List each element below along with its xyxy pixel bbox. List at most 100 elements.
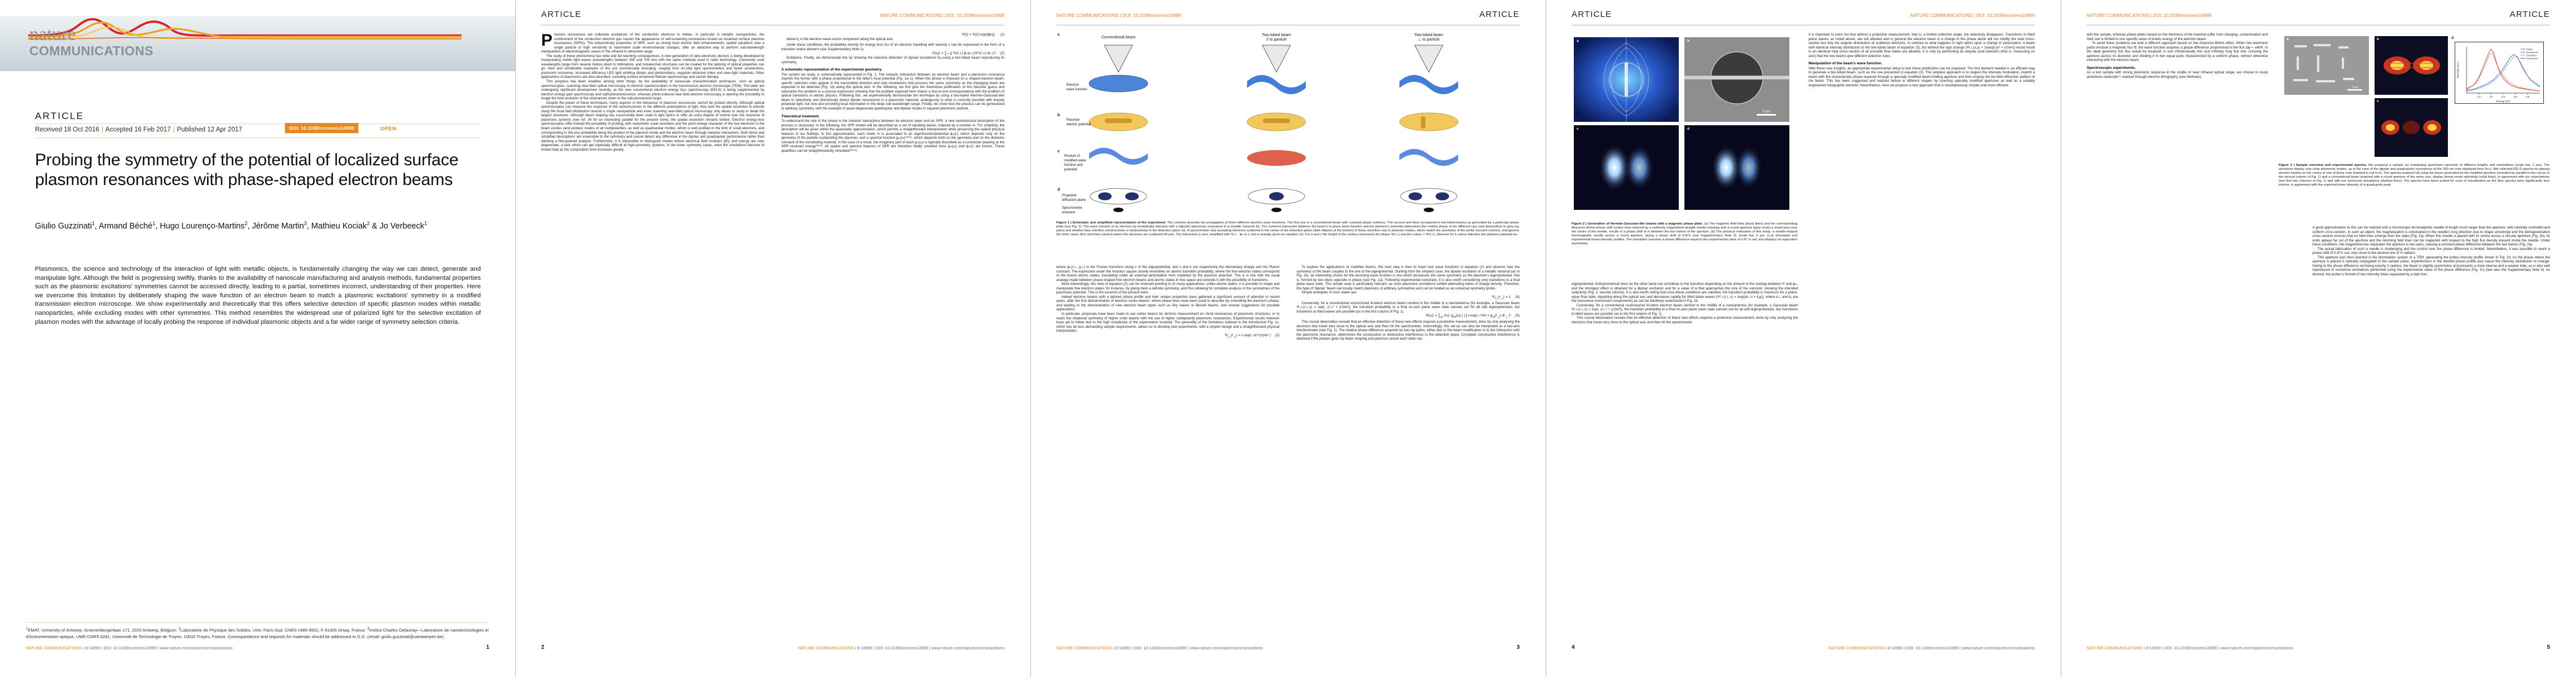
figure-2-panel-d-image (1684, 125, 1789, 210)
svg-text:Plasmon: Plasmon (1067, 118, 1079, 122)
published-date: Published 12 Apr 2017 (177, 126, 243, 133)
figure-1-panel-a: a (1057, 33, 1060, 37)
article-meta-line: Received 18 Oct 2016 | Accepted 16 Feb 201… (35, 123, 481, 138)
svg-text:electric potential: electric potential (1067, 123, 1091, 126)
svg-text:Experiment: Experiment (2526, 57, 2538, 60)
page-4-body-left: eigenpotential. Antisymmetrical ones on … (1572, 282, 1798, 642)
figure-3-caption: Figure 3 | Sample overview and experimen… (2279, 164, 2550, 187)
svg-text:Conventional beam: Conventional beam (1102, 36, 1135, 39)
figure-1-graphic: Conventional beam Two-lobed beam // to p… (1057, 33, 1459, 214)
equation-4: Ψf⊥(r⊥) ∝ 1 (4) (1491, 294, 1520, 301)
section-heading-schematic: A schematic representation of the experi… (781, 68, 883, 72)
spectroscopy-paragraph: As a test sample with strong plasmonic r… (2087, 71, 2268, 79)
svg-text:Product of: Product of (1064, 155, 1080, 158)
body-paragraph: Under these conditions, the probability … (781, 43, 1005, 51)
svg-text:// to particle: // to particle (1266, 38, 1287, 42)
body-paragraph: This aperture was then inserted in the i… (2312, 255, 2550, 277)
body-paragraph: Conversely, for a conventional unstructu… (1572, 303, 1798, 316)
section-heading-manipulation: Manipulation of the beam's wave function… (1809, 61, 1882, 66)
journal-name-nature: nature (29, 24, 76, 45)
footer-citation-4: NATURE COMMUNICATIONS | 8:14999 | DOI: 1… (1828, 645, 2035, 650)
body-paragraph: The study of these phenomena has wide an… (541, 54, 765, 80)
figure-3-id: Figure 3 (2279, 164, 2292, 167)
svg-text:potential: potential (1064, 168, 1077, 172)
body-paragraph: where ϕₘ(r⊥, g⊥) is the Fourier transfor… (1056, 265, 1280, 282)
footer-journal-name-5: NATURE COMMUNICATIONS (2087, 645, 2143, 650)
article-dates: Received 18 Oct 2016 | Accepted 16 Feb 201… (35, 126, 243, 133)
page-footer-1: NATURE COMMUNICATIONS | 8:14999 | DOI: 1… (26, 644, 489, 653)
affiliations: 1EMAT, University of Antwerp, Groenenbor… (26, 622, 489, 640)
author-list: Giulio Guzzinati1, Armand Béché1, Hugo L… (35, 221, 427, 231)
footer-journal-name-3: NATURE COMMUNICATIONS (1056, 645, 1113, 650)
figure-2: a 5 µm b (1572, 32, 1797, 218)
svg-text:Two-lobed beam: Two-lobed beam (1262, 33, 1291, 37)
running-head-article-2: ARTICLE (541, 10, 582, 19)
footer-citation: NATURE COMMUNICATIONS | 8:14999 | DOI: 1… (26, 645, 232, 650)
figure-2-panel-d: d (1687, 127, 1690, 131)
theory-paragraph: To understand the role of the phase in t… (781, 119, 1005, 153)
svg-text:1 µm: 1 µm (2351, 86, 2358, 89)
section-heading-spectroscopy: Spectroscopic experiments. (2087, 65, 2136, 70)
svg-text:Intensity (a.u.): Intensity (a.u.) (2456, 61, 2459, 78)
svg-text:diffraction plane: diffraction plane (1062, 199, 1086, 202)
svg-text:Spectrometer: Spectrometer (1062, 206, 1082, 210)
body-paragraph: limitations. Finally, we demonstrate thi… (781, 55, 1005, 64)
body-paragraph: This crucial observation reveals that an… (1572, 316, 1798, 324)
running-head-2: NATURE COMMUNICATIONS | DOI: 10.1038/nco… (541, 10, 1004, 25)
page-footer-3: NATURE COMMUNICATIONS | 8:14999 | DOI: 1… (1056, 644, 1520, 653)
svg-text:modified wave: modified wave (1064, 159, 1086, 162)
footer-rest-2: | 8:14999 | DOI: 10.1038/ncomms14999 | w… (855, 645, 1004, 650)
svg-text:2.0: 2.0 (2502, 95, 2505, 98)
svg-text:d: d (1057, 188, 1060, 192)
page-number-5: 5 (2547, 644, 2550, 650)
footer-journal-name-4: NATURE COMMUNICATIONS (1828, 645, 1885, 650)
page-divider (515, 0, 516, 677)
running-head-article-3: ARTICLE (1479, 10, 1520, 19)
page-5: NATURE COMMUNICATIONS | DOI: 10.1038/nco… (2061, 0, 2576, 677)
svg-text:function and: function and (1064, 164, 1083, 167)
equation-5-number: (5) (1515, 314, 1520, 318)
page-1: nature COMMUNICATIONS ARTICLE Received 1… (0, 0, 515, 677)
figure-3-panel-b: b (2377, 37, 2380, 41)
figure-3-panel-d: d (2451, 36, 2454, 40)
figure-2-caption: Figure 2 | Generation of Hermite-Gaussia… (1572, 222, 1798, 246)
equation-1-number: (1) (1000, 33, 1004, 37)
svg-text:Dipole: Dipole (2526, 48, 2533, 51)
page-5-body-left: with the sample, whereas phase plates ba… (2087, 33, 2268, 642)
equation-3-number: (3) (1275, 333, 1280, 337)
figure-2-panel-b-image: 5 µm (1684, 37, 1790, 122)
body-paragraph: Conversely, for a conventional unstructu… (1296, 301, 1520, 314)
page-number-3: 3 (1516, 644, 1520, 650)
section-heading-theory: Theoretical treatment. (781, 114, 820, 118)
svg-text:Energy (eV): Energy (eV) (2496, 100, 2511, 103)
svg-text:1.0: 1.0 (2477, 95, 2481, 98)
svg-text:wave function: wave function (1066, 88, 1087, 91)
footer-journal-name-2: NATURE COMMUNICATIONS (798, 645, 854, 650)
figure-3: 1 µm a b (2279, 32, 2549, 161)
journal-name-communications: COMMUNICATIONS (29, 43, 153, 58)
running-head-doi-2: NATURE COMMUNICATIONS | DOI: 10.1038/nco… (880, 12, 1004, 18)
journal-masthead: nature COMMUNICATIONS (0, 16, 515, 71)
running-head-4: NATURE COMMUNICATIONS | DOI: 10.1038/nco… (1572, 10, 2035, 25)
figure-3-panel-b-image (2375, 36, 2448, 95)
body-paragraph: Simple examples of such states are: (1301, 291, 1358, 295)
running-head-doi-5: NATURE COMMUNICATIONS | DOI: 10.1038/nco… (2087, 12, 2211, 18)
svg-text:5 µm: 5 µm (1762, 110, 1770, 113)
svg-text:Quadrupole: Quadrupole (2526, 51, 2539, 54)
svg-text:3.0: 3.0 (2526, 95, 2530, 98)
footer-rest-4: | 8:14999 | DOI: 10.1038/ncomms14999 | w… (1885, 645, 2035, 650)
svg-text:entrance: entrance (1062, 211, 1076, 214)
accepted-date: Accepted 16 Feb 2017 (105, 126, 171, 133)
page-4: NATURE COMMUNICATIONS | DOI: 10.1038/nco… (1546, 0, 2061, 677)
page-number-4: 4 (1572, 644, 1575, 650)
figure-2-panel-a-image (1574, 37, 1679, 122)
body-paragraph: It is important to point out that withou… (1809, 33, 2035, 58)
equation-2-body: P(ω) ∝ ∑ₘ |∫ Ψᵢ(r⊥) ϕₘ(r⊥)Ψᵢ*(r⊥) dr⊥|² (932, 51, 996, 56)
svg-text:Electron: Electron (1067, 83, 1079, 87)
figure-3-title: Sample overview and experimental spectra… (2296, 164, 2367, 167)
doi-badge[interactable]: DOI: 10.1038/ncomms14999 (285, 123, 358, 133)
figure-1-title: Schematic and simplified representation … (1072, 221, 1166, 225)
body-paragraph: More interestingly, this view of equatio… (1056, 282, 1280, 295)
svg-text:Two-lobed beam: Two-lobed beam (1414, 33, 1443, 37)
